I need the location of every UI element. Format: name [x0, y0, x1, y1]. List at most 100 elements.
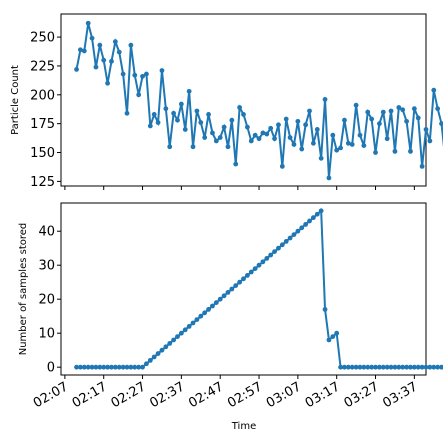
top-data-point — [291, 142, 297, 147]
bottom-data-point — [279, 242, 285, 248]
bottom-data-point — [186, 323, 192, 329]
top-data-point — [431, 87, 437, 93]
bottom-data-point — [132, 364, 138, 370]
top-data-point — [140, 73, 145, 79]
top-data-point — [322, 97, 328, 102]
top-data-point — [198, 120, 204, 125]
samples-stored-series-points — [74, 208, 443, 370]
bottom-data-point — [97, 364, 103, 370]
top-data-point — [213, 138, 219, 144]
top-data-point — [256, 136, 262, 142]
top-data-point — [334, 147, 340, 153]
top-data-point — [194, 108, 200, 114]
top-data-point — [357, 132, 363, 138]
top-data-point — [377, 121, 382, 127]
bottom-data-point — [159, 347, 165, 353]
bottom-data-point — [400, 364, 406, 370]
bottom-data-point — [237, 279, 243, 285]
top-data-point — [202, 135, 208, 140]
top-data-point — [229, 117, 235, 123]
bottom-data-point — [163, 344, 169, 350]
bottom-data-point — [330, 334, 336, 339]
top-data-point — [147, 123, 153, 129]
top-data-point — [97, 42, 103, 48]
particle-count-series-points — [74, 20, 443, 181]
bottom-data-point — [272, 249, 277, 255]
bottom-data-point — [74, 364, 79, 370]
top-data-point — [244, 124, 250, 130]
top-data-point — [408, 148, 413, 154]
top-data-point — [330, 132, 336, 138]
top-data-point — [248, 138, 254, 144]
top-data-point — [380, 109, 386, 115]
bottom-data-point — [147, 357, 153, 363]
bottom-data-point — [283, 239, 289, 244]
particle-count-series-line — [75, 22, 443, 179]
bottom-data-point — [264, 256, 270, 261]
top-data-point — [283, 116, 289, 122]
top-data-point — [221, 124, 227, 130]
bottom-data-point — [361, 364, 367, 370]
top-data-point — [136, 92, 142, 98]
bottom-data-point — [136, 364, 142, 370]
top-data-point — [186, 88, 192, 94]
bottom-data-point — [365, 364, 371, 370]
bottom-data-point — [295, 228, 301, 234]
top-data-point — [268, 125, 274, 131]
top-data-point — [396, 105, 402, 110]
top-data-point — [404, 118, 409, 124]
top-data-point — [388, 108, 394, 114]
top-y-tick-label: 125 — [30, 175, 55, 190]
top-data-point — [314, 127, 320, 132]
top-data-point — [178, 101, 184, 107]
bottom-data-point — [345, 364, 351, 370]
top-data-point — [439, 121, 443, 127]
top-data-point — [101, 57, 107, 63]
top-y-axis-label: Particle Count — [10, 65, 21, 135]
bottom-data-point — [384, 364, 390, 370]
top-data-point — [109, 58, 114, 64]
bottom-data-point — [109, 364, 114, 370]
top-data-point — [144, 71, 149, 77]
bottom-data-point — [322, 307, 328, 312]
bottom-data-point — [213, 300, 219, 305]
top-data-point — [233, 161, 239, 167]
top-y-axis-ticks: 125 150 175 200 225 250 — [30, 31, 61, 190]
bottom-data-point — [439, 364, 443, 370]
top-data-point — [151, 112, 157, 117]
bottom-data-point — [167, 340, 173, 346]
bottom-data-point — [318, 208, 324, 214]
bottom-data-point — [427, 364, 433, 370]
top-data-point — [361, 143, 367, 149]
bottom-y-tick-label: 40 — [38, 225, 55, 240]
bottom-data-point — [206, 307, 211, 312]
bottom-data-point — [93, 364, 99, 370]
top-data-point — [384, 136, 390, 142]
top-data-point — [427, 138, 433, 144]
top-data-point — [120, 71, 126, 77]
bottom-y-tick-label: 0 — [47, 361, 55, 376]
top-data-point — [310, 140, 316, 146]
top-data-point — [74, 67, 79, 72]
bottom-data-point — [287, 235, 293, 241]
bottom-data-point — [307, 218, 312, 224]
top-y-tick-label: 250 — [30, 31, 55, 46]
bottom-data-point — [171, 337, 177, 343]
top-data-point — [318, 155, 324, 161]
bottom-data-point — [423, 364, 429, 370]
bottom-data-point — [408, 364, 413, 370]
top-data-point — [342, 117, 347, 123]
top-data-point — [303, 122, 309, 128]
top-data-point — [81, 48, 87, 54]
top-data-point — [287, 135, 293, 140]
top-data-point — [415, 115, 421, 121]
top-y-tick-label: 150 — [30, 146, 55, 161]
bottom-data-point — [151, 354, 157, 360]
bottom-data-point — [155, 351, 161, 356]
top-data-point — [349, 142, 355, 147]
bottom-data-point — [256, 262, 262, 268]
top-data-point — [163, 106, 169, 112]
bottom-data-point — [276, 245, 281, 251]
bottom-data-point — [396, 364, 402, 370]
